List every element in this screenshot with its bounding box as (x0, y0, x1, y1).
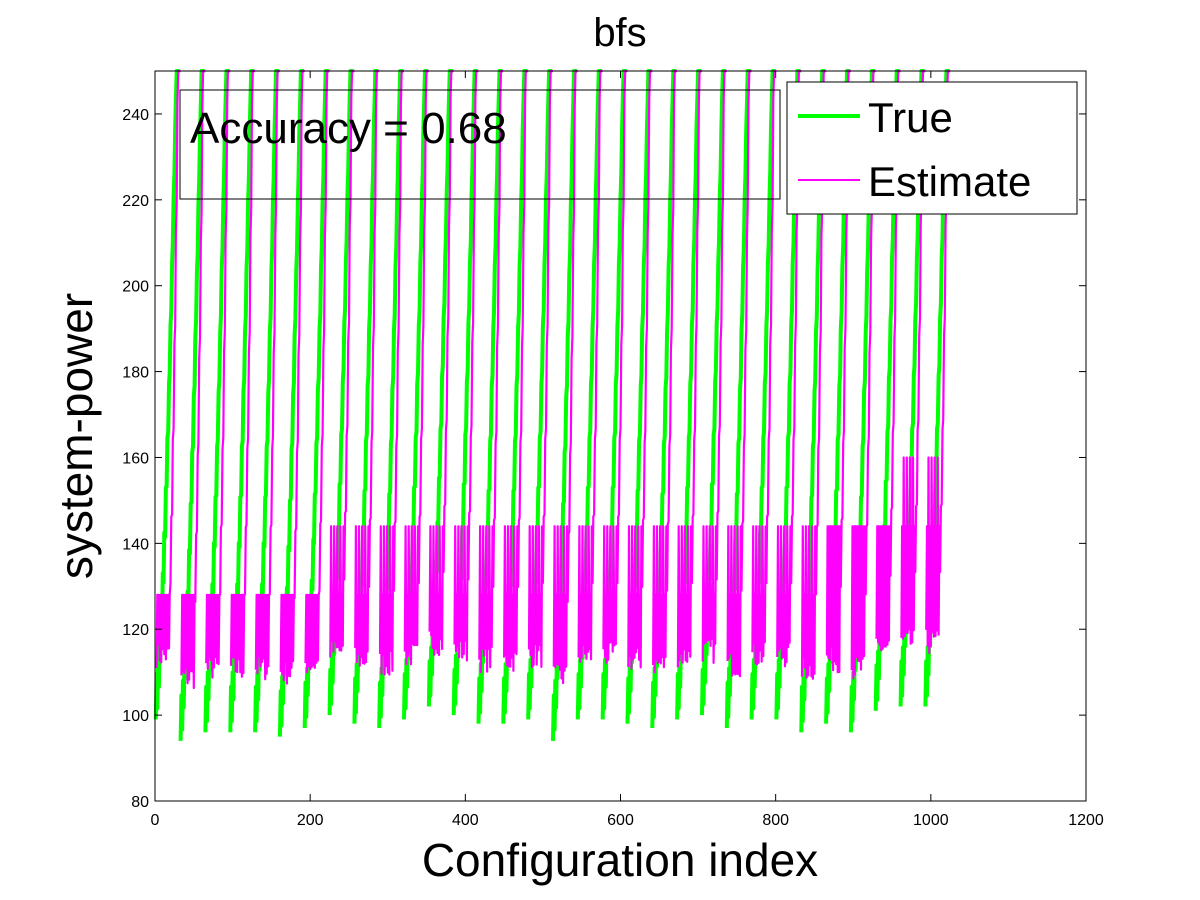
legend-label-true: True (868, 94, 953, 141)
y-tick-label: 140 (122, 536, 149, 553)
estimate-series-line (403, 69, 430, 666)
y-tick-label: 120 (122, 622, 149, 639)
y-tick-label: 100 (122, 708, 149, 725)
x-tick-label: 0 (151, 812, 160, 829)
y-axis-label: system-power (50, 293, 102, 579)
y-tick-label: 180 (122, 365, 149, 382)
estimate-series-line (229, 69, 256, 678)
estimate-series-line (676, 69, 703, 668)
y-tick-label: 240 (122, 107, 149, 124)
estimate-series-line (254, 69, 281, 681)
estimate-series-line (701, 69, 728, 664)
estimate-series-line (478, 69, 504, 674)
y-axis-ticks: 80 100 120 140 160 180 200 220 240 (122, 107, 1086, 811)
legend: True Estimate (786, 81, 1078, 215)
estimate-series-line (577, 69, 603, 663)
estimate-series-line (279, 69, 306, 685)
estimate-series-line (205, 69, 231, 679)
chart-title: bfs (593, 11, 646, 55)
estimate-series-line (751, 69, 777, 666)
estimate-series-line (453, 69, 479, 662)
x-tick-label: 600 (607, 812, 634, 829)
y-tick-label: 200 (122, 279, 149, 296)
legend-box (786, 81, 1078, 215)
estimate-series-line (503, 69, 529, 672)
accuracy-annotation: Accuracy = 0.68 (190, 104, 507, 153)
estimate-series-line (304, 69, 330, 674)
estimate-series-line (428, 69, 454, 657)
legend-label-estimate: Estimate (868, 158, 1031, 205)
series-estimate (155, 69, 951, 690)
estimate-series-line (552, 69, 579, 685)
estimate-series-line (354, 69, 380, 667)
estimate-series-line (180, 69, 206, 690)
annotation-box: Accuracy = 0.68 (179, 89, 781, 200)
x-tick-label: 1200 (1068, 812, 1104, 829)
estimate-series-line (527, 69, 554, 669)
estimate-series-line (329, 69, 355, 658)
annotation-frame (179, 89, 781, 200)
estimate-series-line (602, 69, 628, 664)
estimate-series-line (652, 69, 678, 674)
estimate-series-line (726, 69, 752, 678)
x-axis-label: Configuration index (422, 834, 818, 886)
x-tick-label: 1000 (913, 812, 949, 829)
y-tick-label: 220 (122, 193, 149, 210)
y-tick-label: 160 (122, 450, 149, 467)
estimate-series-line (627, 69, 653, 670)
y-tick-label: 80 (131, 794, 149, 811)
x-tick-label: 400 (452, 812, 479, 829)
x-tick-label: 800 (762, 812, 789, 829)
x-tick-label: 200 (297, 812, 324, 829)
x-axis-ticks: 0 200 400 600 800 1000 1200 (151, 71, 1104, 829)
estimate-series-line (378, 69, 405, 676)
estimate-series-line (155, 69, 181, 668)
